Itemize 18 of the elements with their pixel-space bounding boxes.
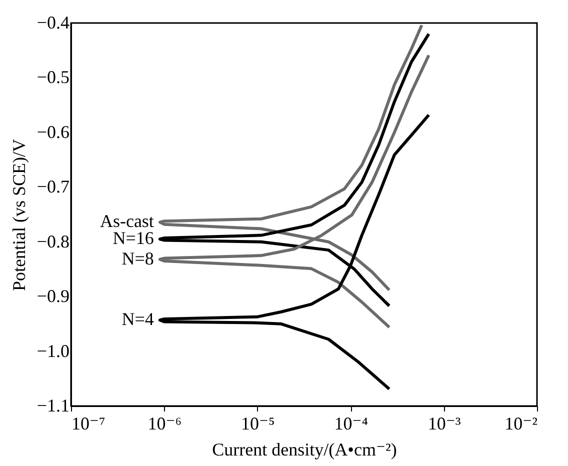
y-tick-label: −0.7 [36,176,70,197]
x-axis-title: Current density/(A•cm⁻²) [212,440,397,460]
x-tick-label: 10⁻² [504,414,538,434]
y-tick-label: −0.6 [36,122,70,142]
x-tick-label: 10⁻⁴ [334,414,368,434]
series-label: N=8 [122,248,154,268]
x-tick-label: 10⁻⁷ [72,414,106,434]
y-tick-label: −1.0 [36,340,70,361]
x-tick-label: 10⁻⁶ [148,414,182,434]
x-tick-label: 10⁻³ [428,414,462,434]
y-axis-title: Potential (vs SCE)/V [8,139,29,291]
y-tick-label: −0.9 [36,286,70,306]
y-tick-label: −0.8 [36,231,70,252]
series-label: N=4 [122,309,154,330]
x-tick-label: 10⁻⁵ [241,414,275,434]
y-tick-label: −1.1 [36,396,70,416]
y-tick-label: −0.5 [36,67,70,88]
y-tick-label: −0.4 [36,12,70,32]
